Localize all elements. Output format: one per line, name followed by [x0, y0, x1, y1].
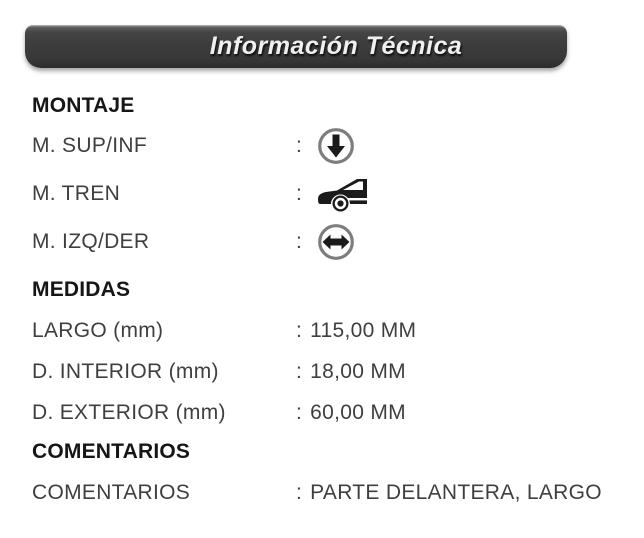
info-row-d-exterior: D. EXTERIOR (mm) : 60,00 MM: [32, 392, 638, 433]
row-value: :: [296, 175, 369, 213]
arrow-down-circle-icon: [317, 127, 355, 165]
row-value-text: 115,00 MM: [310, 318, 417, 342]
row-label: D. INTERIOR (mm): [32, 359, 219, 383]
info-row-sup-inf: M. SUP/INF :: [32, 122, 638, 170]
panel-content: MONTAJE M. SUP/INF : M. TREN :: [32, 68, 638, 513]
row-label: COMENTARIOS: [32, 480, 191, 504]
section-header-comentarios: COMENTARIOS: [32, 440, 191, 463]
info-row-tren: M. TREN :: [32, 170, 638, 218]
row-value: :: [296, 127, 355, 165]
row-label: M. IZQ/DER: [32, 230, 150, 253]
separator: :: [296, 400, 303, 424]
arrow-horizontal-circle-icon: [317, 223, 355, 261]
info-row-largo: LARGO (mm) : 115,00 MM: [32, 310, 638, 351]
row-label: M. SUP/INF: [32, 134, 148, 157]
separator: :: [296, 318, 303, 342]
panel-title: Información Técnica: [209, 32, 463, 60]
row-value: : 60,00 MM: [296, 401, 406, 425]
row-value-text: 60,00 MM: [310, 400, 406, 424]
separator: :: [296, 134, 303, 157]
row-value-text: 18,00 MM: [310, 359, 406, 383]
separator: :: [296, 359, 303, 383]
info-row-d-interior: D. INTERIOR (mm) : 18,00 MM: [32, 351, 638, 392]
row-label: D. EXTERIOR (mm): [32, 400, 226, 424]
row-value: : 18,00 MM: [296, 360, 406, 384]
row-value: : 115,00 MM: [296, 319, 416, 343]
section-header-montaje: MONTAJE: [32, 94, 135, 117]
info-row-izq-der: M. IZQ/DER :: [32, 218, 638, 266]
info-row-comentarios: COMENTARIOS : PARTE DELANTERA, LARGO: [32, 472, 638, 513]
car-icon: [317, 175, 369, 213]
row-label: M. TREN: [32, 182, 121, 205]
row-value: : PARTE DELANTERA, LARGO: [296, 481, 602, 505]
row-value: :: [296, 223, 355, 261]
section-header-medidas: MEDIDAS: [32, 278, 131, 301]
separator: :: [296, 480, 303, 504]
panel-title-bar: Información Técnica: [25, 25, 567, 68]
separator: :: [296, 230, 303, 253]
row-label: LARGO (mm): [32, 318, 164, 342]
row-value-text: PARTE DELANTERA, LARGO: [310, 480, 602, 504]
separator: :: [296, 182, 303, 205]
